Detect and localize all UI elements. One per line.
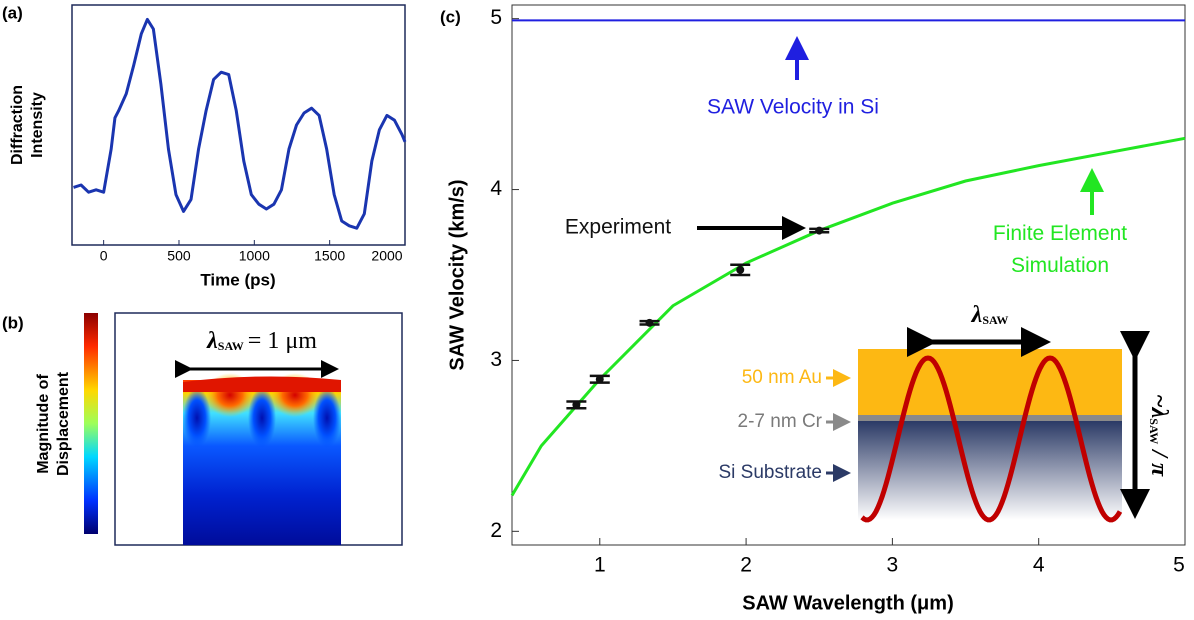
series-label: Experiment <box>565 216 671 239</box>
subscript: SAW <box>218 339 244 353</box>
subscript: SAW <box>982 313 1008 327</box>
x-tick-label: 4 <box>1033 554 1045 577</box>
symbol: ~λ <box>1146 394 1172 419</box>
symbol: λ <box>206 328 218 354</box>
data-point <box>815 226 824 235</box>
x-tick-label: 2 <box>740 554 752 577</box>
data-point <box>572 400 581 409</box>
depth-label: ~λSAW / π <box>1146 394 1172 477</box>
series-label: Finite Element Simulation <box>992 222 1128 277</box>
colorbar-label: Magnitude of <box>35 374 52 474</box>
text: / π <box>1146 448 1172 477</box>
x-tick-label: 0 <box>100 248 108 264</box>
data-point <box>736 265 745 274</box>
layer-label: Si Substrate <box>719 462 823 483</box>
data-point <box>645 318 654 327</box>
wavelength-label: λSAW <box>971 302 1009 328</box>
x-tick-label: 1 <box>594 554 606 577</box>
panel-label: (b) <box>2 313 24 332</box>
x-tick-label: 1500 <box>314 248 345 264</box>
inset <box>826 327 1150 523</box>
y-axis-label: Intensity <box>29 92 46 158</box>
x-tick-label: 500 <box>167 248 191 264</box>
y-tick-label: 3 <box>490 348 502 371</box>
layer-label: 2-7 nm Cr <box>738 411 823 432</box>
colorbar <box>84 313 98 534</box>
symbol: λ <box>971 302 983 328</box>
line <box>73 17 407 230</box>
y-tick-label: 4 <box>490 177 502 200</box>
x-axis-label: Time (ps) <box>200 270 275 289</box>
colorbar-label: Displacement <box>55 371 72 476</box>
plot-frame <box>511 4 1186 546</box>
y-axis-label: SAW Velocity (km/s) <box>446 179 468 370</box>
series-label: SAW Velocity in Si <box>707 96 879 119</box>
y-axis-label: Diffraction <box>9 85 26 165</box>
y-tick-label: 5 <box>490 6 502 29</box>
panel-label: (c) <box>440 7 461 26</box>
x-tick-label: 3 <box>887 554 899 577</box>
heatmap <box>183 373 341 545</box>
y-tick-label: 2 <box>490 519 502 542</box>
x-tick-label: 2000 <box>371 248 402 264</box>
x-tick-label: 1000 <box>239 248 270 264</box>
x-tick-label: 5 <box>1173 554 1185 577</box>
subscript: SAW <box>1147 418 1161 444</box>
layer-label: 50 nm Au <box>742 367 822 388</box>
x-axis-label: SAW Wavelength (μm) <box>742 592 954 614</box>
text: = 1 μm <box>248 328 317 354</box>
lambda-label: λSAW = 1 μm <box>206 328 317 354</box>
panel-label: (a) <box>2 3 23 22</box>
data-point <box>595 375 604 384</box>
plot-frame <box>71 4 406 246</box>
